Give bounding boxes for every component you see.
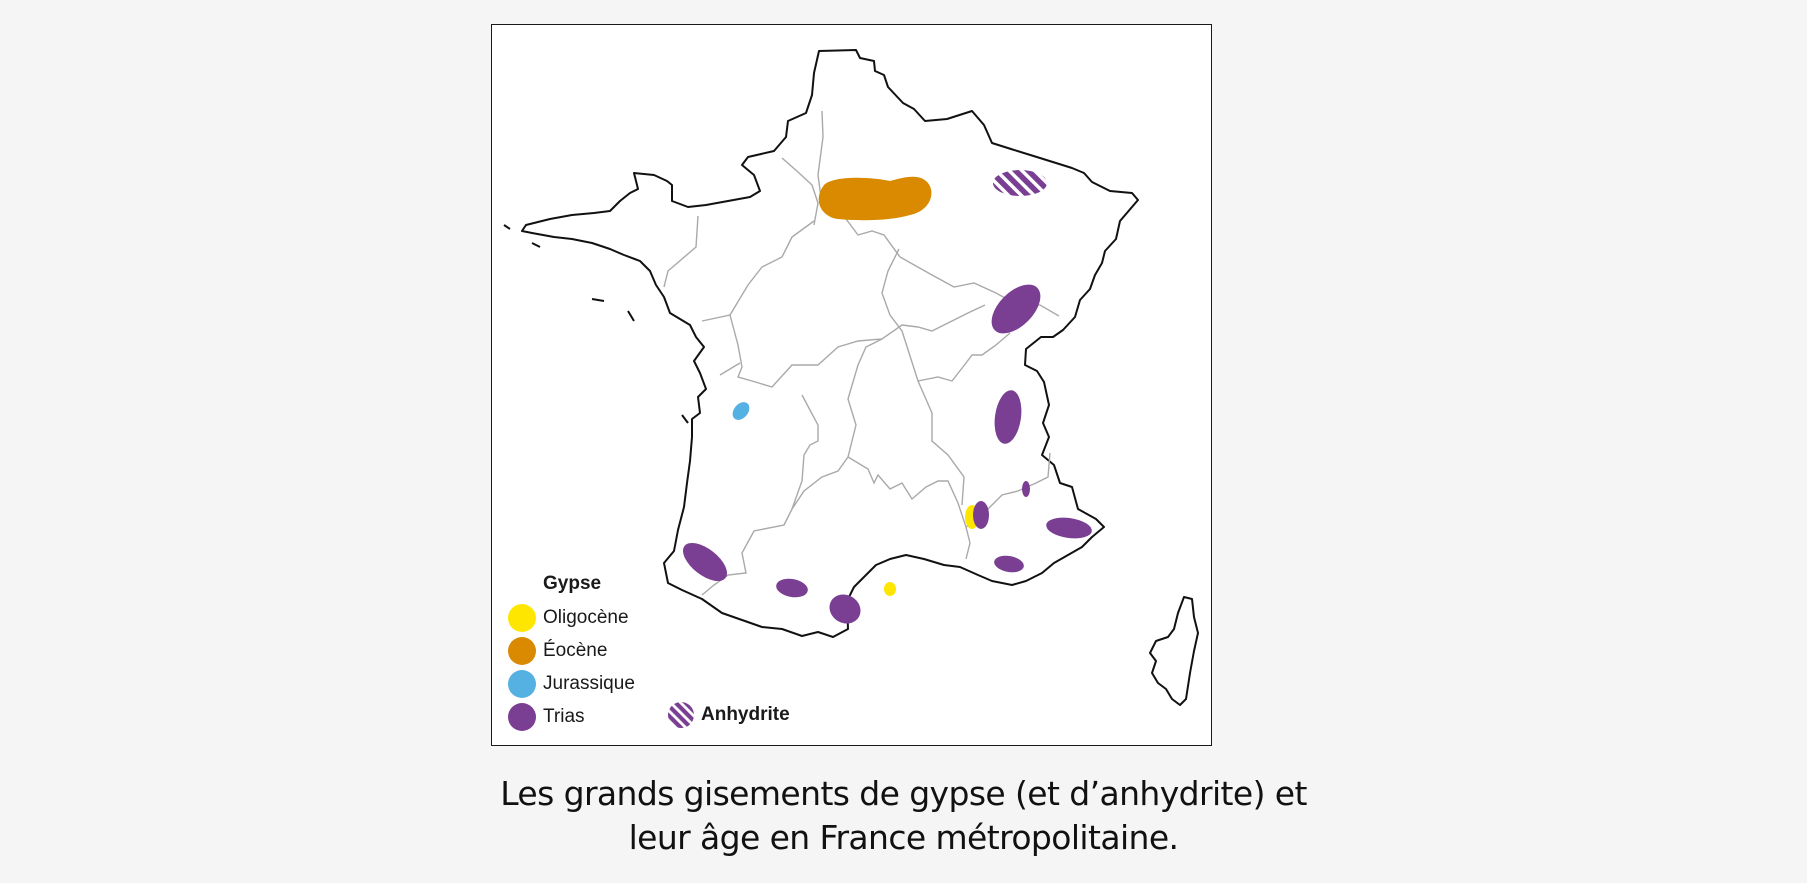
france-outline [521,49,1139,638]
legend-item-label: Éocène [543,639,608,661]
legend-anhydrite: Anhydrite [667,701,790,729]
deposit-trias-jura [991,284,1041,334]
hatched-swatch-icon [668,702,694,728]
legend-item-label: Trias [543,705,585,727]
legend-swatch [508,636,536,665]
legend-items: Oligocène Éocène Jurassique Trias [508,601,635,733]
legend-item: Oligocène [508,601,635,634]
coastal-islands [503,224,689,424]
caption-line-1: Les grands gisements de gypse (et d’anhy… [500,774,1307,813]
deposit-trias-provence-small [1022,481,1030,497]
deposit-trias-var [1046,517,1092,539]
corsica-outline [1149,596,1199,706]
deposit-jurassique-poitou [732,402,750,420]
deposit-oligocene-aude [884,582,896,596]
legend-swatch [508,669,536,698]
legend-item-label: Oligocène [543,606,629,628]
legend-swatch [508,702,536,731]
deposit-anhydrite-lorraine [993,170,1047,196]
legend-title: Gypse [543,573,602,594]
legend-item-label: Jurassique [543,672,635,694]
figure-caption: Les grands gisements de gypse (et d’anhy… [0,772,1807,860]
legend-item: Trias [508,700,635,733]
deposit-eocene-paris-basin [818,176,932,221]
deposit-trias-rhone [973,501,989,529]
deposit-trias-pyrenees-west [776,578,808,598]
france-map [503,49,1199,706]
map-figure: Gypse Oligocène Éocène Jurassique Trias Anh… [491,24,1212,746]
deposit-trias-toulon [994,555,1024,573]
caption-line-2: leur âge en France métropolitaine. [628,818,1179,857]
legend-item: Éocène [508,634,635,667]
legend-swatch [508,603,536,632]
deposit-trias-pyrenees-east [829,594,861,624]
legend: Gypse Oligocène Éocène Jurassique Trias [508,573,635,733]
deposit-trias-alps [994,390,1022,444]
legend-item: Jurassique [508,667,635,700]
anhydrite-label: Anhydrite [701,704,790,725]
deposit-trias-landes [683,542,727,582]
